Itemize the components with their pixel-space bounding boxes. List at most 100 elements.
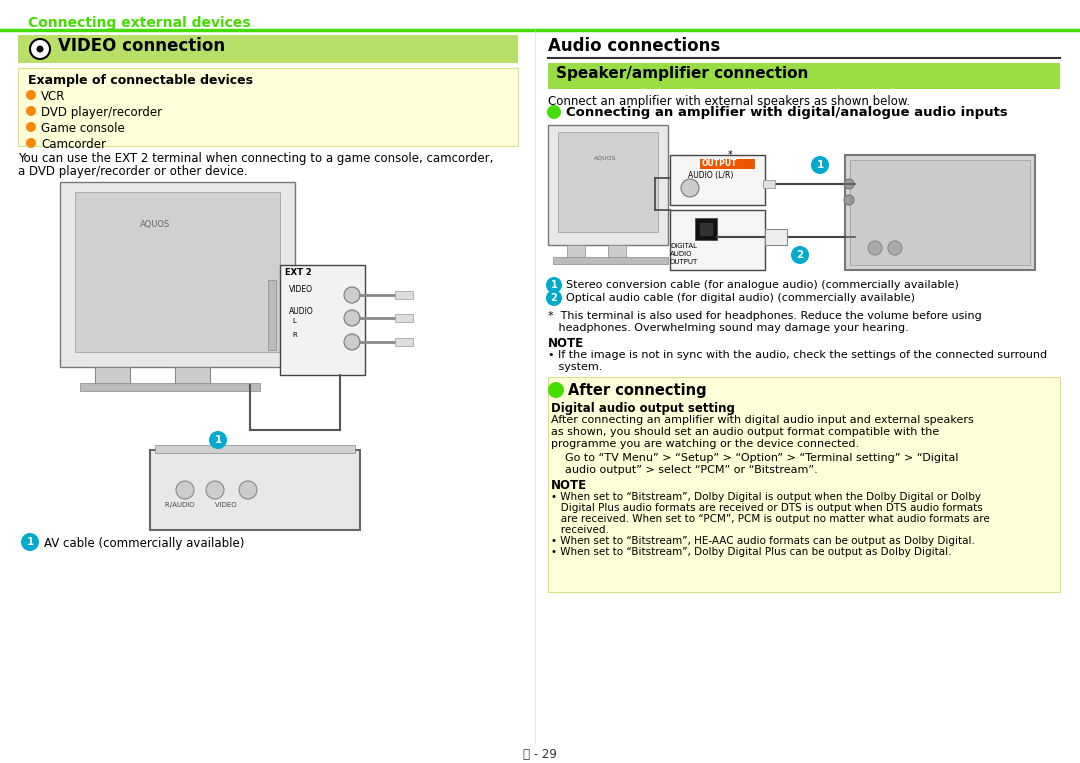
Circle shape [206,481,224,499]
Bar [75,192,280,352]
Bar [156,445,355,453]
Text: Audio connections: Audio connections [548,37,720,55]
Text: 1: 1 [26,537,33,547]
Bar [699,222,713,236]
Text: are received. When set to “PCM”, PCM is output no matter what audio formats are: are received. When set to “PCM”, PCM is … [551,514,989,524]
Bar [280,265,365,375]
Text: R/AUDIO         VIDEO: R/AUDIO VIDEO [165,502,237,508]
Text: audio output” > select “PCM” or “Bitstream”.: audio output” > select “PCM” or “Bitstre… [565,465,818,475]
Bar [558,132,658,232]
Text: Go to “TV Menu” > “Setup” > “Option” > “Terminal setting” > “Digital: Go to “TV Menu” > “Setup” > “Option” > “… [565,453,959,463]
Text: VIDEO connection: VIDEO connection [58,37,225,55]
Text: • When set to “Bitstream”, Dolby Digital is output when the Dolby Digital or Dol: • When set to “Bitstream”, Dolby Digital… [551,492,981,502]
Circle shape [30,39,50,59]
Text: You can use the EXT 2 terminal when connecting to a game console, camcorder,: You can use the EXT 2 terminal when conn… [18,152,494,165]
Circle shape [888,241,902,255]
Text: AUDIO: AUDIO [670,251,692,257]
Text: DIGITAL: DIGITAL [670,243,697,249]
Text: After connecting an amplifier with digital audio input and external speakers: After connecting an amplifier with digit… [551,415,974,425]
Circle shape [546,105,561,119]
Text: programme you are watching or the device connected.: programme you are watching or the device… [551,439,859,449]
Text: Digital Plus audio formats are received or DTS is output when DTS audio formats: Digital Plus audio formats are received … [551,503,983,513]
Text: Connecting an amplifier with digital/analogue audio inputs: Connecting an amplifier with digital/ana… [566,106,1008,119]
Text: Speaker/amplifier connection: Speaker/amplifier connection [556,66,808,81]
Circle shape [26,90,36,100]
Bar [395,291,413,299]
Bar [60,182,295,367]
Bar [850,160,1030,265]
Circle shape [546,277,562,293]
Circle shape [345,310,360,326]
Bar [548,63,1059,89]
Circle shape [843,179,854,189]
Text: Digital audio output setting: Digital audio output setting [551,402,734,415]
Text: NOTE: NOTE [548,337,584,350]
Text: a DVD player/recorder or other device.: a DVD player/recorder or other device. [18,165,247,178]
Bar [548,125,669,245]
Text: DVD player/recorder: DVD player/recorder [41,106,162,119]
Text: 1: 1 [551,280,557,290]
Text: AQUOS: AQUOS [140,220,171,229]
Text: • If the image is not in sync with the audio, check the settings of the connecte: • If the image is not in sync with the a… [548,350,1048,360]
Bar [268,280,276,350]
Text: After connecting: After connecting [568,383,706,398]
Circle shape [546,290,562,306]
Text: AQUOS: AQUOS [594,155,617,160]
Text: AV cable (commercially available): AV cable (commercially available) [44,537,244,550]
Text: headphones. Overwhelming sound may damage your hearing.: headphones. Overwhelming sound may damag… [548,323,908,333]
Circle shape [868,241,882,255]
Text: received.: received. [551,525,609,535]
Bar [18,35,518,63]
Bar [175,367,210,385]
Text: OUTPUT: OUTPUT [670,259,699,265]
Text: 1: 1 [816,160,824,170]
Circle shape [26,106,36,116]
Bar [670,155,765,205]
Circle shape [176,481,194,499]
Text: Connecting external devices: Connecting external devices [28,16,251,30]
Text: system.: system. [548,362,603,372]
Text: 2: 2 [796,250,804,260]
Bar [696,218,717,240]
Text: 1: 1 [214,435,221,445]
Bar [395,338,413,346]
Text: *: * [728,150,732,160]
Bar [150,450,360,530]
Circle shape [843,195,854,205]
Text: as shown, you should set an audio output format compatible with the: as shown, you should set an audio output… [551,427,940,437]
Text: NOTE: NOTE [551,479,588,492]
Circle shape [26,138,36,148]
Circle shape [345,287,360,303]
Bar [700,159,755,169]
Bar [18,68,518,146]
Text: R: R [292,332,297,338]
Bar [765,229,787,245]
Bar [80,383,260,391]
Bar [670,210,765,270]
Text: Stereo conversion cable (for analogue audio) (commercially available): Stereo conversion cable (for analogue au… [566,280,959,290]
Text: VIDEO: VIDEO [289,285,313,294]
Circle shape [681,179,699,197]
Text: AUDIO: AUDIO [289,307,314,316]
Text: 2: 2 [551,293,557,303]
Text: *  This terminal is also used for headphones. Reduce the volume before using: * This terminal is also used for headpho… [548,311,982,321]
Text: • When set to “Bitstream”, HE-AAC audio formats can be output as Dolby Digital.: • When set to “Bitstream”, HE-AAC audio … [551,536,975,546]
Circle shape [37,46,43,53]
Circle shape [26,122,36,132]
Text: Optical audio cable (for digital audio) (commercially available): Optical audio cable (for digital audio) … [566,293,915,303]
Bar [845,155,1035,270]
Circle shape [210,431,227,449]
Circle shape [21,533,39,551]
Text: Connect an amplifier with external speakers as shown below.: Connect an amplifier with external speak… [548,95,910,108]
Text: OUTPUT: OUTPUT [702,159,738,168]
Text: • When set to “Bitstream”, Dolby Digital Plus can be output as Dolby Digital.: • When set to “Bitstream”, Dolby Digital… [551,547,951,557]
Bar [95,367,130,385]
Bar [553,257,669,264]
Text: L: L [292,318,296,324]
Bar [395,314,413,322]
Circle shape [345,334,360,350]
Circle shape [791,246,809,264]
Text: Example of connectable devices: Example of connectable devices [28,74,253,87]
Bar [567,245,585,259]
Circle shape [239,481,257,499]
